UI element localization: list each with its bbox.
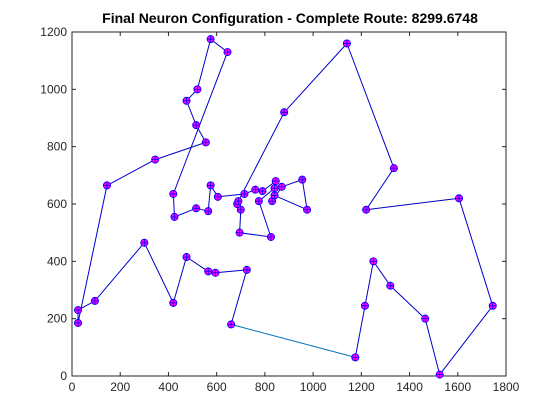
neuron-marker xyxy=(193,85,202,94)
neuron-marker xyxy=(360,301,369,310)
neuron-marker xyxy=(270,184,279,193)
neuron-marker xyxy=(206,181,215,190)
y-tick-label: 0 xyxy=(60,369,67,383)
neuron-marker xyxy=(211,268,220,277)
neuron-marker xyxy=(271,177,280,186)
x-tick-label: 600 xyxy=(207,380,227,394)
neuron-marker xyxy=(213,192,222,201)
x-tick-label: 200 xyxy=(110,380,130,394)
neuron-marker xyxy=(192,121,201,130)
neuron-marker xyxy=(169,298,178,307)
neuron-marker xyxy=(386,281,395,290)
neuron-marker xyxy=(201,138,210,147)
neuron-marker xyxy=(182,96,191,105)
x-tick-label: 1000 xyxy=(300,380,327,394)
neuron-marker xyxy=(298,175,307,184)
neuron-marker xyxy=(206,35,215,44)
neuron-marker xyxy=(204,267,213,276)
neuron-marker xyxy=(236,205,245,214)
neuron-marker xyxy=(277,182,286,191)
y-tick-label: 800 xyxy=(47,140,67,154)
neuron-marker xyxy=(235,228,244,237)
neuron-marker xyxy=(227,320,236,329)
y-tick-label: 400 xyxy=(47,254,67,268)
neuron-marker xyxy=(151,155,160,164)
x-tick-label: 400 xyxy=(158,380,178,394)
neuron-marker xyxy=(351,353,360,362)
chart-title: Final Neuron Configuration - Complete Ro… xyxy=(102,10,478,26)
y-tick-label: 600 xyxy=(47,197,67,211)
x-tick-label: 1200 xyxy=(348,380,375,394)
neuron-marker xyxy=(342,39,351,48)
neuron-layer xyxy=(74,35,497,379)
y-tick-label: 1200 xyxy=(40,25,67,39)
neuron-marker xyxy=(192,204,201,213)
neuron-marker xyxy=(170,212,179,221)
y-tick-label: 200 xyxy=(47,312,67,326)
neuron-marker xyxy=(234,197,243,206)
neuron-marker xyxy=(74,306,83,315)
x-tick-label: 1400 xyxy=(396,380,423,394)
neuron-marker xyxy=(102,181,111,190)
neuron-marker xyxy=(258,187,267,196)
ticks-layer: 0 200 400 600 800 1000 1200 1400 1600 1800 0 200 400… xyxy=(40,25,519,394)
x-tick-label: 1800 xyxy=(493,380,520,394)
neuron-marker xyxy=(204,207,213,216)
neuron-marker xyxy=(223,48,232,57)
neuron-marker xyxy=(454,194,463,203)
neuron-marker xyxy=(74,318,83,327)
neuron-marker xyxy=(270,191,279,200)
neuron-marker xyxy=(251,185,260,194)
neuron-marker xyxy=(169,189,178,198)
route-closing-segment xyxy=(231,323,356,358)
neuron-marker xyxy=(242,265,251,274)
neuron-marker xyxy=(362,205,371,214)
x-tick-label: 0 xyxy=(69,380,76,394)
neuron-marker xyxy=(140,238,149,247)
route-path xyxy=(77,38,494,376)
neuron-marker xyxy=(369,257,378,266)
neuron-marker xyxy=(488,301,497,310)
route-layer xyxy=(77,38,494,376)
neuron-marker xyxy=(421,314,430,323)
neuron-marker xyxy=(240,189,249,198)
neuron-marker xyxy=(303,205,312,214)
neuron-marker xyxy=(90,296,99,305)
plot-area-frame xyxy=(71,31,507,377)
neuron-marker xyxy=(435,370,444,379)
neuron-marker xyxy=(389,164,398,173)
neuron-marker xyxy=(266,232,275,241)
neuron-marker xyxy=(254,197,263,206)
neuron-marker xyxy=(280,108,289,117)
x-tick-label: 1600 xyxy=(444,380,471,394)
neuron-marker xyxy=(182,253,191,262)
x-tick-label: 800 xyxy=(255,380,275,394)
y-tick-label: 1000 xyxy=(40,82,67,96)
